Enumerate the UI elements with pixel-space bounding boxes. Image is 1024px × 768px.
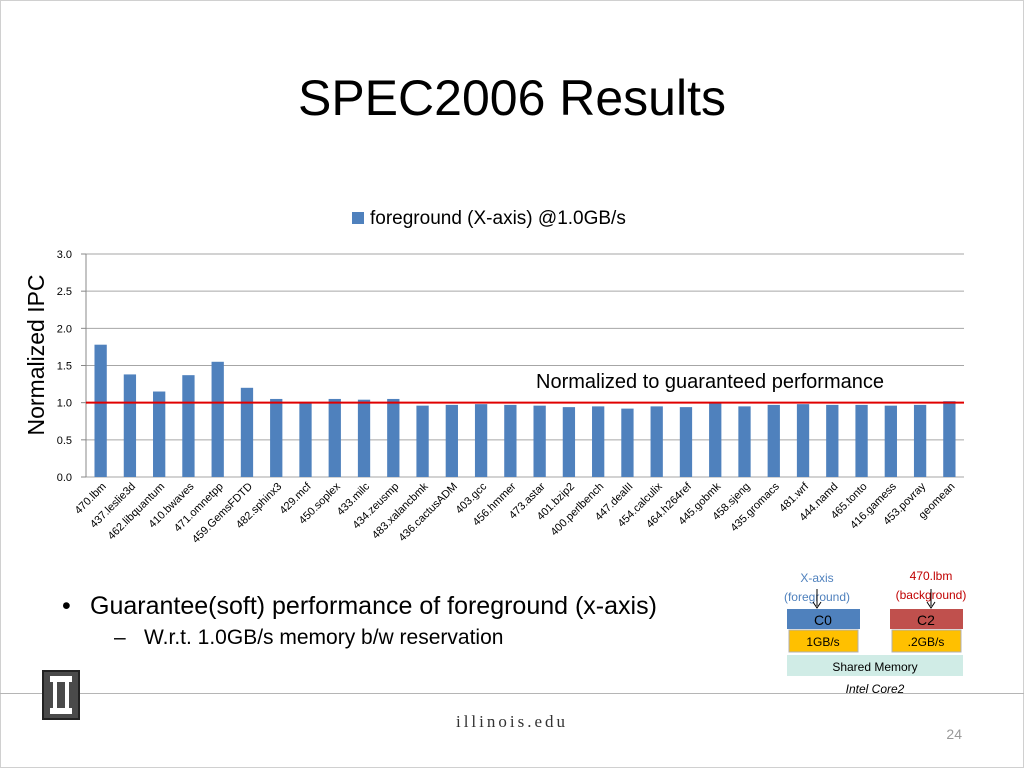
legend-label: foreground (X-axis) @1.0GB/s [370,208,626,229]
bar [533,405,546,477]
bw-box-right [891,629,962,653]
bar [767,404,780,477]
y-tick-label: 1.5 [57,361,72,373]
bar [270,398,283,477]
y-tick-label: 2.0 [57,323,72,335]
y-tick-label: 0.5 [57,435,72,447]
foreground-label-line1: X-axis [800,571,833,585]
slide-title: SPEC2006 Results [297,70,726,126]
legend: foreground (X-axis) @1.0GB/s [352,208,626,229]
bar [943,401,956,477]
core-c0-box [787,609,860,629]
shared-memory-box [787,655,963,676]
bar [592,406,605,477]
bar [94,344,107,477]
bar [182,375,195,477]
y-tick-label: 3.0 [57,249,72,261]
arrow-left-head [812,601,822,609]
bar [855,404,868,477]
bar [387,398,400,477]
core-c2-box [890,609,963,629]
core-c2-label: C2 [917,612,935,628]
core-c0-label: C0 [814,612,832,628]
bullet-main: • Guarantee(soft) performance of foregrou… [62,592,657,620]
y-axis-title: Normalized IPC [23,274,49,435]
legend-swatch [352,212,364,224]
bar [504,404,517,477]
bar [738,406,751,477]
bar [328,398,341,477]
background-label-line1: 470.lbm [910,569,953,583]
footer-divider [0,693,1024,694]
bar [357,399,371,477]
y-tick-label: 2.5 [57,286,72,298]
bw-label-left: 1GB/s [806,635,839,649]
bar [884,405,897,477]
bar [679,407,693,477]
platform-label: Intel Core2 [846,682,905,696]
footer-site: illinois.edu [455,712,569,731]
shared-memory-label: Shared Memory [832,660,917,674]
bar [240,387,254,477]
bars [94,344,956,477]
bar [211,361,224,477]
bar [796,404,810,477]
bullet-sub-text: W.r.t. 1.0GB/s memory b/w reservation [144,626,504,649]
y-tick-label: 0.0 [57,472,72,484]
bullet-main-text: Guarantee(soft) performance of foregroun… [90,592,657,620]
bar [826,404,839,477]
bullet-sub: – W.r.t. 1.0GB/s memory b/w reservation [114,626,504,649]
bar [153,391,166,477]
bar [474,404,488,477]
bar [913,404,927,477]
bar [709,403,722,477]
bw-label-right: .2GB/s [908,635,945,649]
university-logo [42,670,80,720]
bar [416,405,429,477]
bar [562,407,576,477]
y-tick-label: 1.0 [57,398,72,410]
reference-line-label: Normalized to guaranteed performance [530,367,890,397]
bar [621,408,634,477]
memory-diagram: X-axis (foreground) 470.lbm (background)… [784,569,966,696]
page-number: 24 [946,726,962,742]
bw-box-left [788,629,859,653]
bullet-list: • Guarantee(soft) performance of foregrou… [62,590,657,652]
bar [299,401,312,477]
bar [650,406,663,477]
y-axis-ticks: 0.0 0.5 1.0 1.5 2.0 2.5 3.0 [57,249,86,484]
gridlines [85,253,964,478]
bar [445,404,458,477]
x-axis-labels: 470.lbm437.leslie3d462.libquantum410.bwa… [73,480,958,546]
bar-chart: foreground (X-axis) @1.0GB/s Normalized … [23,208,964,546]
arrow-right-head [926,601,936,609]
bar [123,374,137,477]
